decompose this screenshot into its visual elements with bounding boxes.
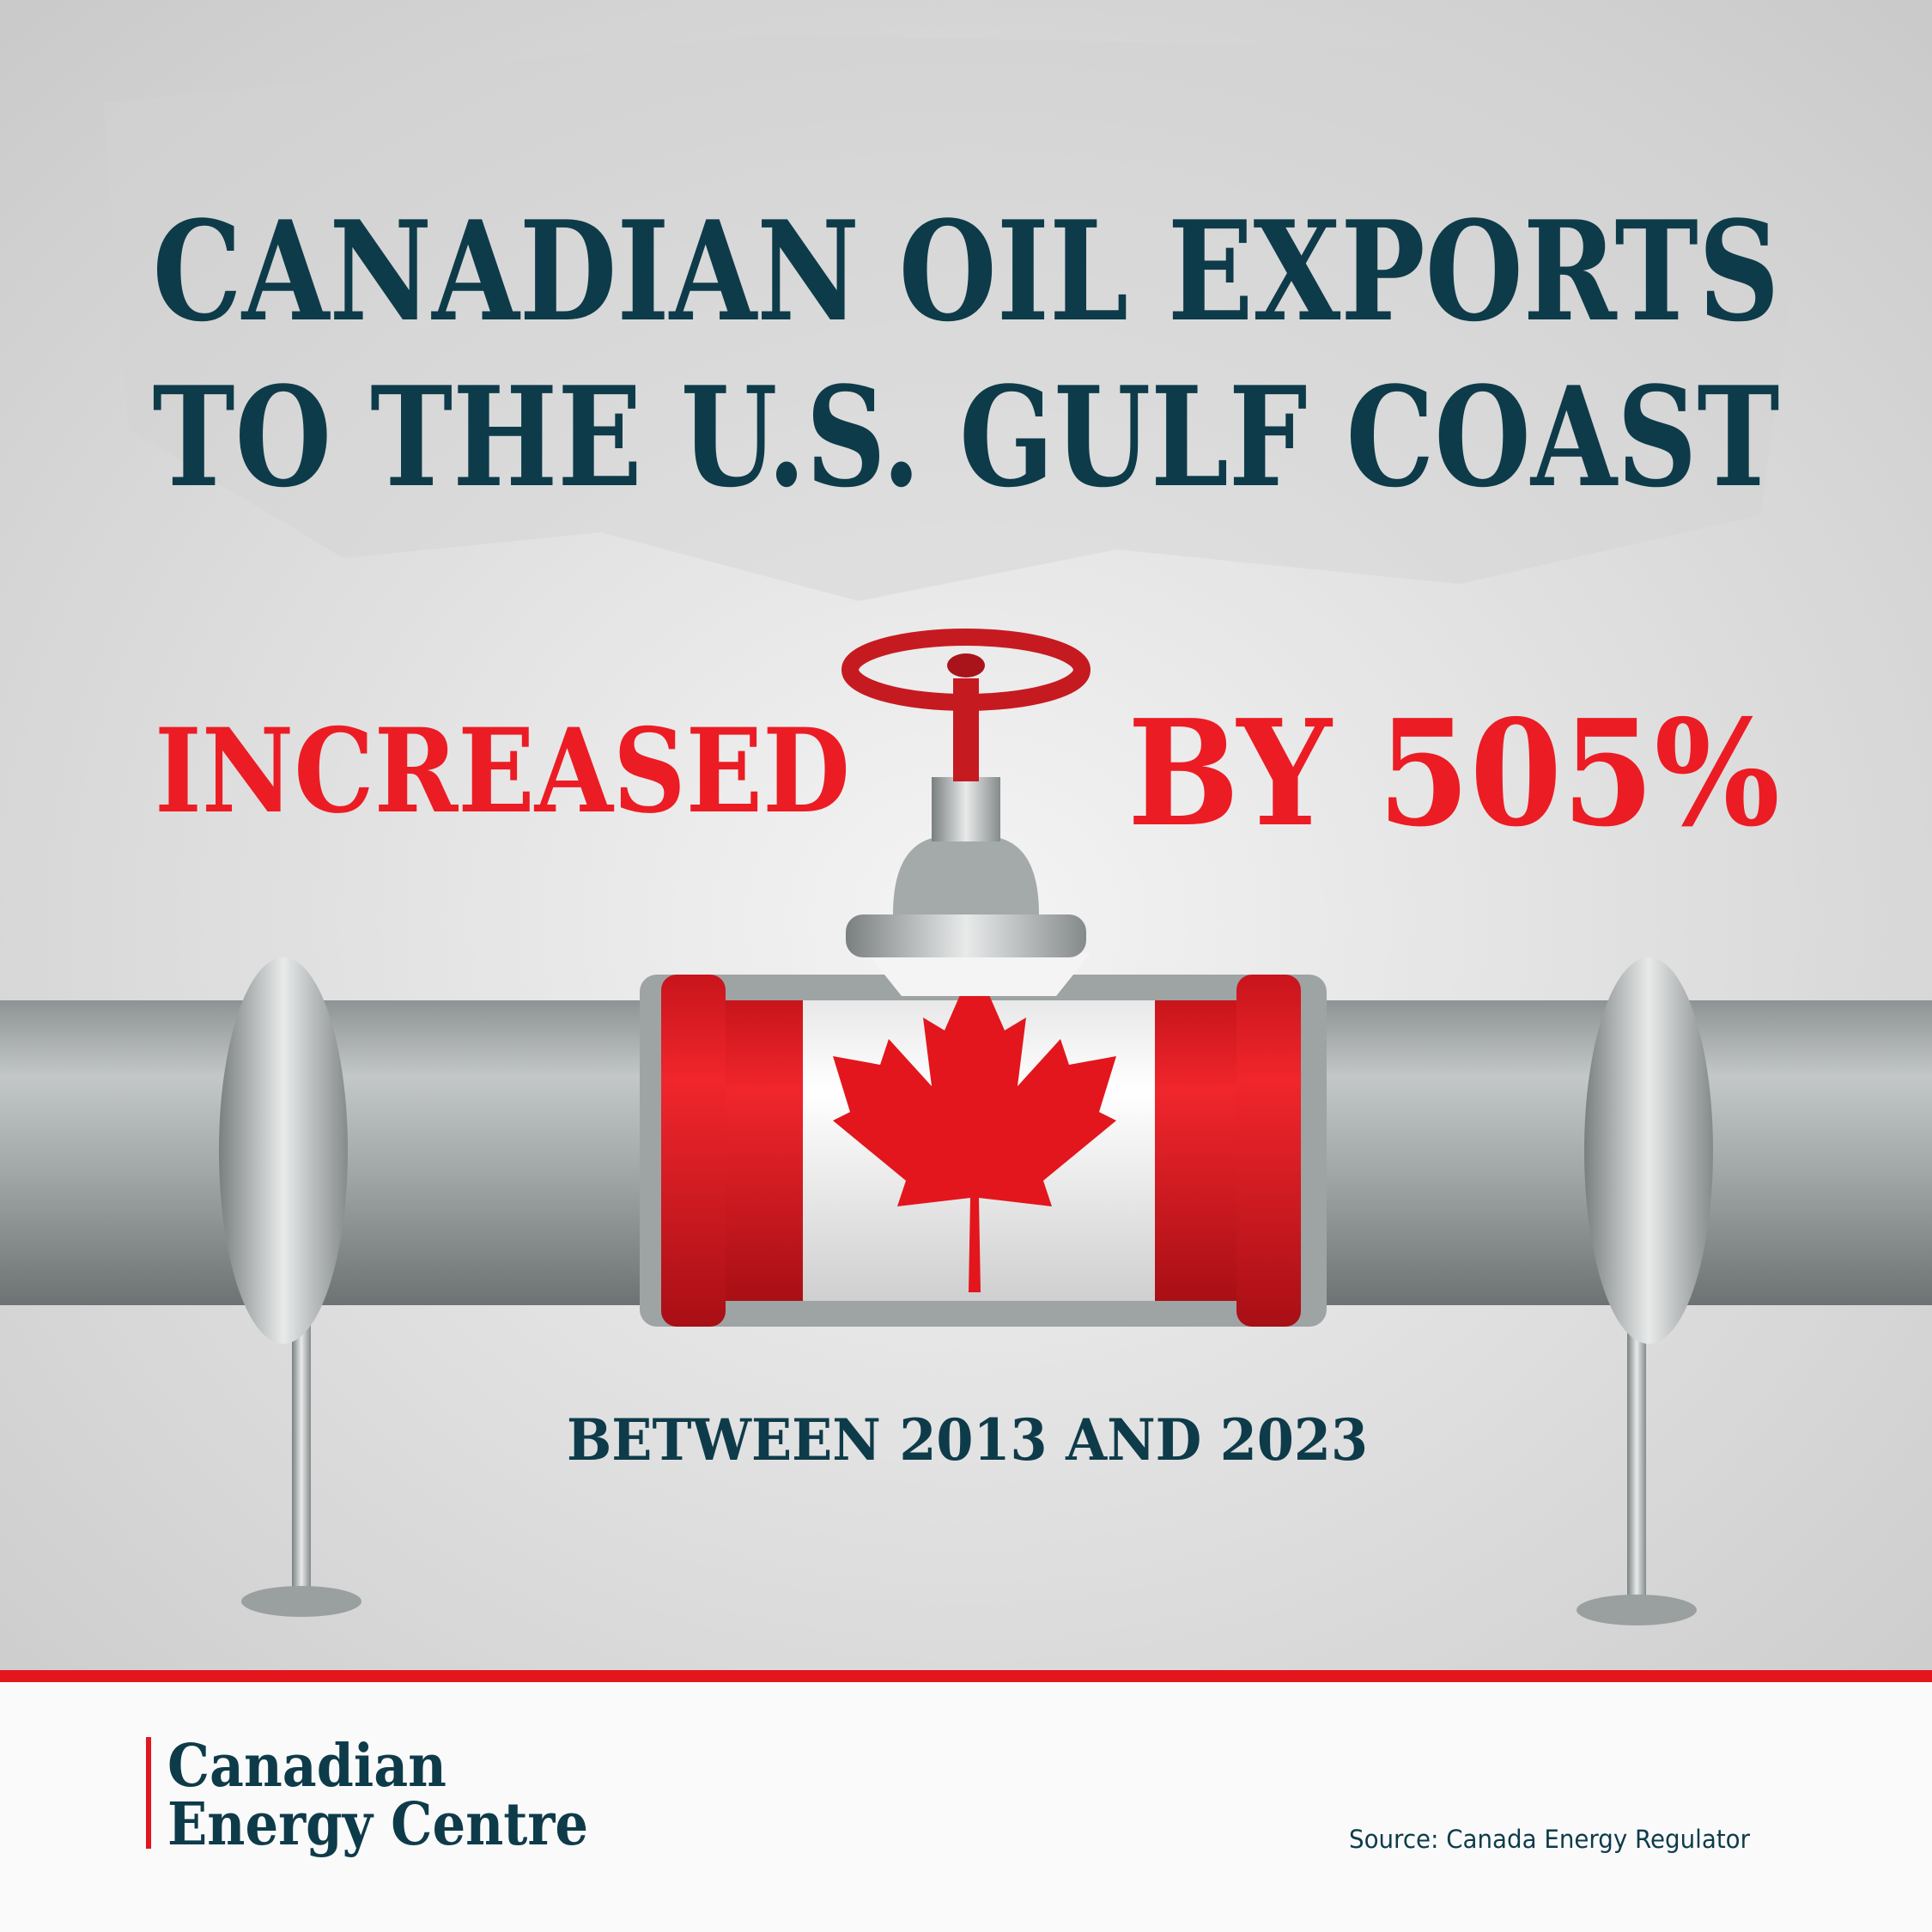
source: Source: Canada Energy Regulator <box>1349 1825 1750 1854</box>
map-silhouette <box>103 34 1803 601</box>
support-foot <box>241 1586 361 1617</box>
flag-flange <box>1236 975 1301 1327</box>
flange <box>219 957 348 1344</box>
divider <box>0 1670 1932 1682</box>
flag-flange <box>661 975 726 1327</box>
valve-neck <box>867 953 1091 996</box>
flag-red <box>1155 1000 1236 1301</box>
flange <box>1584 957 1713 1344</box>
valve-wheel <box>841 629 1091 711</box>
headline-left: INCREASED <box>155 702 850 839</box>
valve-bonnet-flange <box>846 914 1086 957</box>
support-foot <box>1577 1595 1697 1625</box>
maple-leaf <box>833 962 1116 1292</box>
pipeline <box>0 629 1932 1625</box>
support <box>1627 1305 1646 1606</box>
valve-bonnet <box>893 837 1039 914</box>
logo-line: Energy Centre <box>167 1790 588 1859</box>
title-line: CANADIAN OIL EXPORTS <box>153 191 1780 352</box>
headline-right: BY 505% <box>1127 688 1780 860</box>
valve-stem-housing <box>932 777 1000 841</box>
logo-line: Canadian <box>167 1732 447 1801</box>
flag-red <box>726 1000 803 1301</box>
subtitle: BETWEEN 2013 AND 2023 <box>567 1406 1368 1473</box>
valve-hub <box>947 653 985 677</box>
title-line: TO THE U.S. GULF COAST <box>153 356 1780 518</box>
logo-bar <box>146 1737 151 1849</box>
footer <box>0 1682 1932 1932</box>
support <box>292 1305 311 1597</box>
